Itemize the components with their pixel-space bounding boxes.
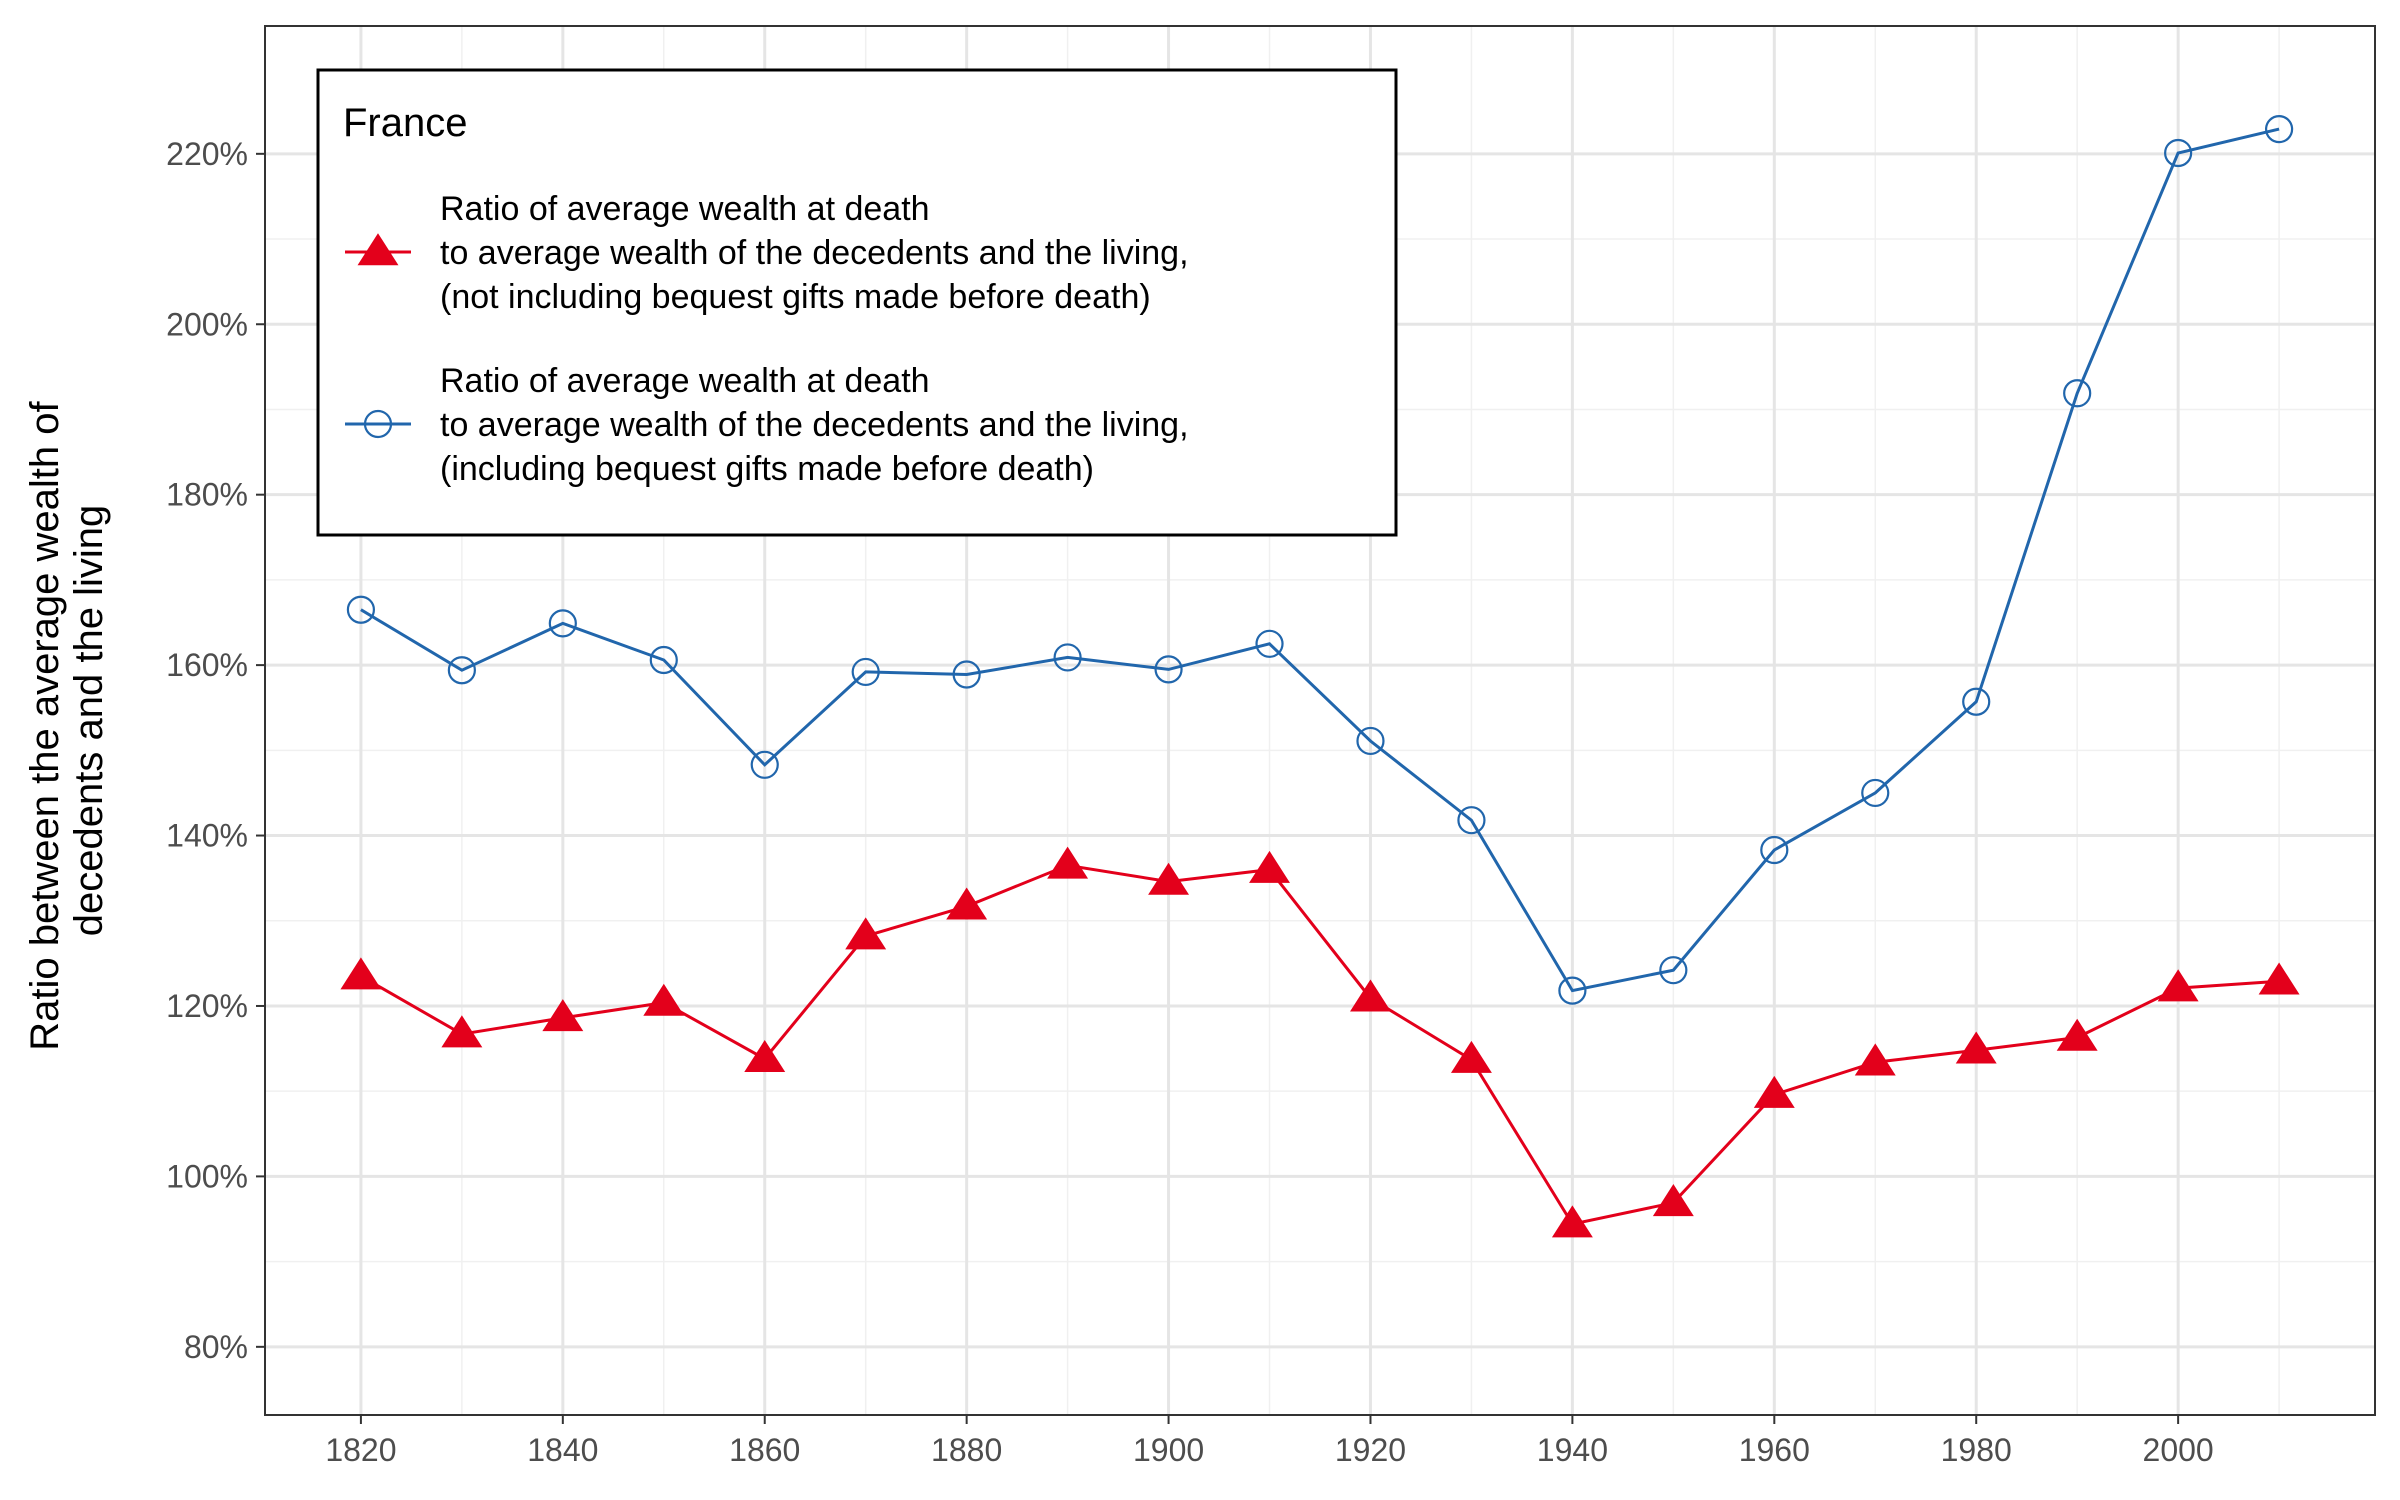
series-excl_gifts bbox=[340, 846, 2300, 1238]
legend-box bbox=[316, 68, 1398, 537]
data-point-incl_gifts bbox=[952, 660, 981, 689]
data-point-incl_gifts bbox=[2264, 115, 2294, 144]
data-point-incl_gifts bbox=[2063, 379, 2092, 408]
data-point-excl_gifts bbox=[744, 1040, 786, 1073]
x-tick-label: 2000 bbox=[2143, 1432, 2214, 1468]
data-point-excl_gifts bbox=[1350, 979, 1391, 1012]
data-point-excl_gifts bbox=[542, 999, 584, 1032]
y-tick-label: 220% bbox=[166, 136, 248, 172]
data-point-incl_gifts bbox=[1558, 976, 1587, 1005]
data-point-incl_gifts bbox=[2164, 138, 2193, 168]
data-point-incl_gifts bbox=[851, 657, 880, 687]
data-point-excl_gifts bbox=[340, 957, 382, 990]
data-point-excl_gifts bbox=[2056, 1018, 2098, 1051]
axis-ticks: 80% 100% 120% 140% 160% 180% 200% 220% 1820 1840 1… bbox=[166, 136, 2214, 1468]
y-axis-title: Ratio between the average wealth of dece… bbox=[23, 390, 111, 1050]
y-tick-label: 80% bbox=[184, 1329, 248, 1365]
series-incl_gifts bbox=[346, 115, 2294, 1005]
x-tick-label: 1940 bbox=[1537, 1432, 1608, 1468]
data-point-excl_gifts bbox=[2157, 969, 2199, 1002]
x-tick-label: 1880 bbox=[931, 1432, 1002, 1468]
y-tick-label: 140% bbox=[166, 818, 248, 854]
data-point-incl_gifts bbox=[1255, 629, 1284, 658]
x-tick-label: 1900 bbox=[1133, 1432, 1204, 1468]
y-tick-label: 180% bbox=[166, 477, 248, 513]
y-axis-title-line-1: Ratio between the average wealth of bbox=[23, 401, 67, 1051]
data-point-excl_gifts bbox=[1047, 846, 1089, 879]
data-point-excl_gifts bbox=[845, 917, 887, 950]
series-line-incl_gifts bbox=[360, 127, 2280, 993]
data-point-incl_gifts bbox=[1861, 778, 1890, 808]
legend-label-incl-gifts-line-1: Ratio of average wealth at death bbox=[440, 362, 930, 400]
x-tick-label: 1840 bbox=[527, 1432, 598, 1468]
legend-label-incl-gifts: Ratio of average wealth at death to aver… bbox=[440, 362, 1198, 488]
data-point-incl_gifts bbox=[649, 645, 678, 675]
y-tick-label: 200% bbox=[166, 306, 248, 342]
data-point-incl_gifts bbox=[1457, 806, 1486, 835]
y-axis-title-line-2: decedents and the living bbox=[67, 505, 111, 936]
data-point-incl_gifts bbox=[447, 656, 476, 685]
legend-label-excl-gifts: Ratio of average wealth at death to aver… bbox=[440, 190, 1198, 316]
data-point-incl_gifts bbox=[1760, 835, 1789, 865]
data-point-excl_gifts bbox=[1148, 862, 1190, 895]
data-point-excl_gifts bbox=[1249, 850, 1290, 883]
data-point-incl_gifts bbox=[1659, 956, 1688, 985]
series-line-excl_gifts bbox=[360, 863, 2280, 1226]
data-point-excl_gifts bbox=[1450, 1040, 1492, 1073]
data-point-excl_gifts bbox=[1854, 1043, 1896, 1076]
plot-panel-border bbox=[264, 25, 2376, 1416]
data-point-incl_gifts bbox=[1962, 687, 1991, 716]
data-point-incl_gifts bbox=[1356, 726, 1385, 756]
legend-key-marker bbox=[363, 409, 393, 439]
legend-label-excl-gifts-line-2: to average wealth of the decedents and t… bbox=[440, 234, 1189, 272]
data-point-incl_gifts bbox=[548, 609, 577, 638]
legend: France Ratio of average wealth at death … bbox=[316, 68, 1398, 537]
legend-label-incl-gifts-line-3: (including bequest gifts made before dea… bbox=[440, 450, 1094, 488]
data-point-excl_gifts bbox=[946, 887, 988, 920]
x-tick-label: 1860 bbox=[729, 1432, 800, 1468]
data-point-excl_gifts bbox=[1955, 1031, 1997, 1064]
data-point-incl_gifts bbox=[1053, 643, 1082, 672]
data-point-excl_gifts bbox=[643, 983, 685, 1016]
x-tick-label: 1920 bbox=[1335, 1432, 1406, 1468]
legend-key-circle bbox=[345, 409, 411, 439]
data-point-excl_gifts bbox=[1753, 1075, 1795, 1108]
data-point-excl_gifts bbox=[1652, 1184, 1694, 1217]
x-tick-label: 1820 bbox=[325, 1432, 396, 1468]
y-tick-label: 160% bbox=[166, 647, 248, 683]
data-point-excl_gifts bbox=[441, 1015, 483, 1048]
y-tick-label: 100% bbox=[166, 1158, 248, 1194]
data-point-excl_gifts bbox=[1551, 1205, 1593, 1238]
legend-key-triangle bbox=[345, 233, 411, 266]
legend-title: France bbox=[343, 101, 468, 145]
legend-key-marker bbox=[357, 233, 399, 266]
x-tick-label: 1960 bbox=[1739, 1432, 1810, 1468]
data-point-incl_gifts bbox=[1154, 655, 1183, 684]
data-point-incl_gifts bbox=[750, 750, 779, 779]
x-tick-label: 1980 bbox=[1941, 1432, 2012, 1468]
data-point-excl_gifts bbox=[2258, 962, 2300, 995]
data-point-incl_gifts bbox=[346, 595, 376, 624]
legend-label-excl-gifts-line-1: Ratio of average wealth at death bbox=[440, 190, 930, 228]
legend-label-incl-gifts-line-2: to average wealth of the decedents and t… bbox=[440, 406, 1189, 444]
y-tick-label: 120% bbox=[166, 988, 248, 1024]
series-layer bbox=[340, 115, 2300, 1238]
legend-label-excl-gifts-line-3: (not including bequest gifts made before… bbox=[440, 278, 1151, 316]
